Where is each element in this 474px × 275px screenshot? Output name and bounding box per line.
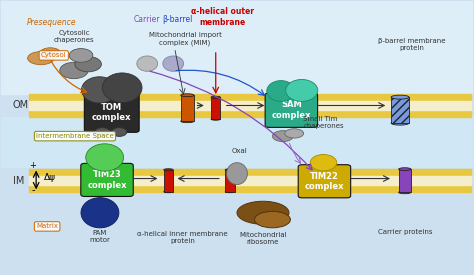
FancyBboxPatch shape [84,92,139,132]
Bar [211,97,220,119]
Bar [0,117,474,167]
Ellipse shape [399,168,411,170]
Text: Intermembrane Space: Intermembrane Space [36,133,114,139]
Bar [29,94,471,101]
Text: α-helical inner membrane
protein: α-helical inner membrane protein [137,231,228,244]
Text: Carrier proteins: Carrier proteins [377,229,432,235]
Ellipse shape [310,155,337,171]
FancyBboxPatch shape [81,163,133,196]
FancyBboxPatch shape [265,93,318,127]
Ellipse shape [40,48,61,59]
Text: -: - [31,185,35,195]
Ellipse shape [75,56,101,72]
Bar [29,176,471,185]
Text: β-barrel: β-barrel [163,15,193,24]
Bar [181,95,194,121]
Ellipse shape [163,56,183,71]
Bar [0,167,474,274]
Bar [29,185,471,192]
Text: Presequence: Presequence [27,18,76,27]
Ellipse shape [211,96,220,98]
Ellipse shape [69,49,93,62]
Ellipse shape [60,62,88,79]
Ellipse shape [181,94,194,97]
Ellipse shape [267,81,295,101]
Text: TOM
complex: TOM complex [92,103,131,122]
Text: PAM
motor: PAM motor [90,230,110,243]
Text: TIM22
complex: TIM22 complex [305,172,344,191]
Ellipse shape [211,118,220,120]
Text: Mitochondrial
ribosome: Mitochondrial ribosome [239,232,287,245]
Ellipse shape [164,191,173,193]
Ellipse shape [82,77,118,103]
Ellipse shape [285,129,304,138]
Ellipse shape [181,120,194,123]
Text: SAM
complex: SAM complex [272,100,311,120]
Ellipse shape [137,56,157,71]
Ellipse shape [102,73,142,103]
Text: +: + [29,161,36,170]
Ellipse shape [81,198,119,228]
Text: Oxal: Oxal [231,148,247,154]
Text: Cytosolic
chaperones: Cytosolic chaperones [54,30,94,43]
Text: Carrier: Carrier [134,15,161,24]
Text: IM: IM [12,176,24,186]
Bar [29,109,471,117]
Text: Δψ: Δψ [44,173,56,182]
Ellipse shape [391,121,409,125]
Ellipse shape [227,163,247,185]
Bar [225,170,235,192]
Bar [399,169,411,192]
Text: Mitochondrial import
complex (MIM): Mitochondrial import complex (MIM) [148,32,221,46]
Bar [29,101,471,109]
Bar [391,97,409,123]
Text: β-barrel membrane
protein: β-barrel membrane protein [378,38,446,51]
Text: Small Tim
chaperones: Small Tim chaperones [303,116,344,129]
Bar [29,169,471,176]
FancyBboxPatch shape [298,165,351,198]
Ellipse shape [95,128,110,136]
Ellipse shape [237,201,289,224]
Ellipse shape [164,169,173,171]
Ellipse shape [27,52,54,65]
Ellipse shape [286,79,318,101]
Text: Cytosol: Cytosol [41,53,67,58]
Ellipse shape [112,128,127,136]
Ellipse shape [399,191,411,194]
Text: TIM23
complex: TIM23 complex [87,170,127,189]
Ellipse shape [255,211,291,228]
Ellipse shape [86,144,124,171]
Ellipse shape [225,169,235,171]
Ellipse shape [391,95,409,99]
Bar [0,1,474,94]
Ellipse shape [225,191,235,193]
Text: OM: OM [12,100,28,111]
Ellipse shape [273,131,293,142]
Text: α-helical outer
membrane: α-helical outer membrane [191,7,255,27]
Text: Matrix: Matrix [36,223,58,229]
Bar [164,170,173,192]
